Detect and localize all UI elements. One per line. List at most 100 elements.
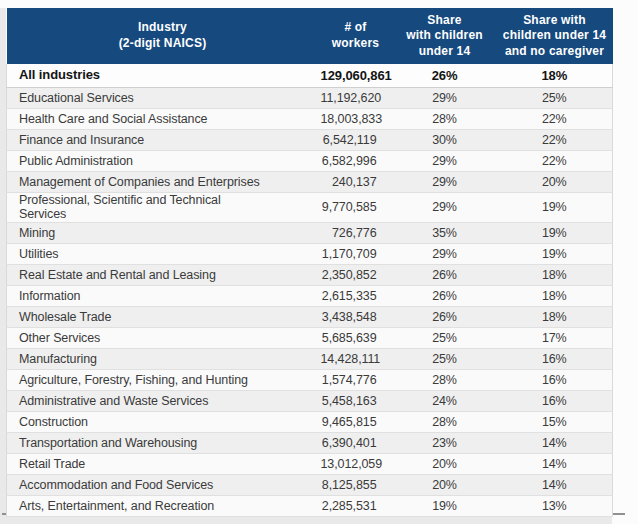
cell-share-no-caregiver: 18%	[497, 264, 613, 285]
cell-workers: 5,685,639	[319, 327, 393, 348]
cell-workers: 13,012,059	[319, 453, 393, 474]
cell-workers: 240,137	[319, 172, 393, 193]
cell-share-no-caregiver: 18%	[497, 64, 613, 88]
cell-workers: 9,465,815	[319, 411, 393, 432]
table-row: Accommodation and Food Services 8,125,85…	[7, 474, 613, 495]
cell-industry: Construction	[7, 411, 319, 432]
cell-workers: 3,438,548	[319, 306, 393, 327]
cell-share-no-caregiver: 19%	[497, 243, 613, 264]
cell-share-no-caregiver: 14%	[497, 474, 613, 495]
table-row: Utilities 1,170,709 29% 19%	[7, 243, 613, 264]
cell-workers: 6,390,401	[319, 432, 393, 453]
table-row: Mining 726,776 35% 19%	[7, 222, 613, 243]
cell-share-no-caregiver: 17%	[497, 327, 613, 348]
table-row: Wholesale Trade 3,438,548 26% 18%	[7, 306, 613, 327]
cell-share-no-caregiver: 19%	[497, 193, 613, 223]
cell-industry: Public Administration	[7, 151, 319, 172]
column-header-share-no-caregiver: Share with children under 14 and no care…	[497, 8, 613, 64]
cell-share-children: 20%	[393, 474, 497, 495]
cell-industry: Transportation and Warehousing	[7, 432, 319, 453]
table-row: Professional, Scientific and Technical S…	[7, 193, 613, 223]
cell-share-children: 28%	[393, 411, 497, 432]
cell-workers: 11,192,620	[319, 88, 393, 109]
cell-workers: 5,458,163	[319, 390, 393, 411]
cell-share-no-caregiver: 22%	[497, 109, 613, 130]
industry-table: Industry (2-digit NAICS) # of workers Sh…	[6, 8, 613, 517]
cell-share-children: 24%	[393, 390, 497, 411]
cell-workers: 1,170,709	[319, 243, 393, 264]
cell-share-no-caregiver: 13%	[497, 495, 613, 516]
table-row: Agriculture, Forestry, Fishing, and Hunt…	[7, 369, 613, 390]
cell-share-children: 30%	[393, 130, 497, 151]
table-row: Arts, Entertainment, and Recreation 2,28…	[7, 495, 613, 516]
cell-workers: 726,776	[319, 222, 393, 243]
table-row: Administrative and Waste Services 5,458,…	[7, 390, 613, 411]
cell-workers: 2,615,335	[319, 285, 393, 306]
cell-workers: 129,060,861	[319, 64, 393, 88]
column-header-workers: # of workers	[319, 8, 393, 64]
cell-share-children: 28%	[393, 109, 497, 130]
cell-share-no-caregiver: 22%	[497, 130, 613, 151]
cell-share-children: 29%	[393, 88, 497, 109]
industry-table-container: Industry (2-digit NAICS) # of workers Sh…	[6, 8, 612, 517]
cell-industry: Wholesale Trade	[7, 306, 319, 327]
cell-share-no-caregiver: 25%	[497, 88, 613, 109]
cell-industry: Health Care and Social Assistance	[7, 109, 319, 130]
summary-row-all-industries: All industries 129,060,861 26% 18%	[7, 64, 613, 88]
cell-share-no-caregiver: 18%	[497, 306, 613, 327]
table-row: Health Care and Social Assistance 18,003…	[7, 109, 613, 130]
cell-workers: 18,003,833	[319, 109, 393, 130]
cell-share-children: 26%	[393, 306, 497, 327]
header-row: Industry (2-digit NAICS) # of workers Sh…	[7, 8, 613, 64]
cell-share-children: 26%	[393, 64, 497, 88]
cell-share-children: 25%	[393, 348, 497, 369]
cell-industry: Real Estate and Rental and Leasing	[7, 264, 319, 285]
cell-share-no-caregiver: 14%	[497, 453, 613, 474]
cell-share-no-caregiver: 16%	[497, 369, 613, 390]
table-row: Other Services 5,685,639 25% 17%	[7, 327, 613, 348]
cell-share-children: 29%	[393, 243, 497, 264]
cell-industry: Agriculture, Forestry, Fishing, and Hunt…	[7, 369, 319, 390]
cell-industry: Utilities	[7, 243, 319, 264]
cell-industry: Mining	[7, 222, 319, 243]
table-body: All industries 129,060,861 26% 18% Educa…	[7, 64, 613, 516]
table-row: Information 2,615,335 26% 18%	[7, 285, 613, 306]
table-row: Retail Trade 13,012,059 20% 14%	[7, 453, 613, 474]
cell-share-children: 29%	[393, 151, 497, 172]
cell-share-children: 29%	[393, 172, 497, 193]
cell-industry: Arts, Entertainment, and Recreation	[7, 495, 319, 516]
column-header-industry: Industry (2-digit NAICS)	[7, 8, 319, 64]
table-row: Construction 9,465,815 28% 15%	[7, 411, 613, 432]
cell-industry: All industries	[7, 64, 319, 88]
cell-industry: Other Services	[7, 327, 319, 348]
cell-share-children: 23%	[393, 432, 497, 453]
cell-industry: Professional, Scientific and Technical S…	[7, 193, 319, 223]
cell-share-children: 35%	[393, 222, 497, 243]
cell-share-children: 20%	[393, 453, 497, 474]
cell-industry: Retail Trade	[7, 453, 319, 474]
table-row: Management of Companies and Enterprises …	[7, 172, 613, 193]
cell-share-no-caregiver: 15%	[497, 411, 613, 432]
table-row: Transportation and Warehousing 6,390,401…	[7, 432, 613, 453]
cell-share-no-caregiver: 14%	[497, 432, 613, 453]
cell-share-children: 28%	[393, 369, 497, 390]
cell-industry: Accommodation and Food Services	[7, 474, 319, 495]
cell-share-no-caregiver: 16%	[497, 390, 613, 411]
cell-share-children: 26%	[393, 264, 497, 285]
cell-workers: 14,428,111	[319, 348, 393, 369]
cell-industry: Administrative and Waste Services	[7, 390, 319, 411]
column-header-share-children: Share with children under 14	[393, 8, 497, 64]
cell-share-children: 26%	[393, 285, 497, 306]
cell-share-no-caregiver: 20%	[497, 172, 613, 193]
table-header: Industry (2-digit NAICS) # of workers Sh…	[7, 8, 613, 64]
cell-workers: 8,125,855	[319, 474, 393, 495]
cell-workers: 6,542,119	[319, 130, 393, 151]
cell-industry: Educational Services	[7, 88, 319, 109]
cell-share-no-caregiver: 18%	[497, 285, 613, 306]
cell-workers: 1,574,776	[319, 369, 393, 390]
table-row: Public Administration 6,582,996 29% 22%	[7, 151, 613, 172]
cell-share-children: 25%	[393, 327, 497, 348]
table-row: Finance and Insurance 6,542,119 30% 22%	[7, 130, 613, 151]
table-row: Real Estate and Rental and Leasing 2,350…	[7, 264, 613, 285]
cell-industry: Information	[7, 285, 319, 306]
